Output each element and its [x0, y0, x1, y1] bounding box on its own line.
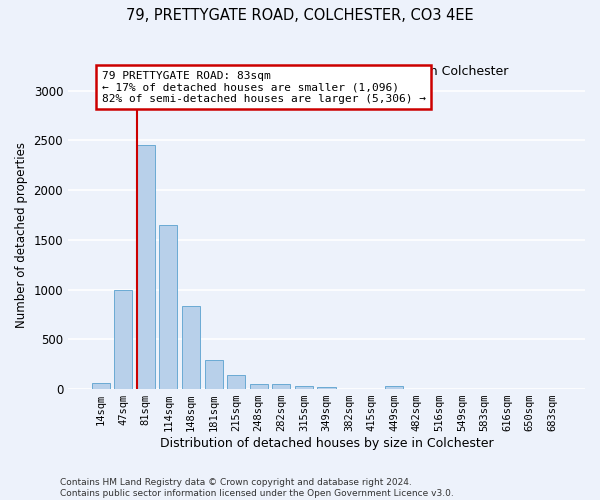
- Bar: [114, 290, 132, 389]
- Text: Contains HM Land Registry data © Crown copyright and database right 2024.
Contai: Contains HM Land Registry data © Crown c…: [60, 478, 454, 498]
- Text: 79 PRETTYGATE ROAD: 83sqm
← 17% of detached houses are smaller (1,096)
82% of se: 79 PRETTYGATE ROAD: 83sqm ← 17% of detac…: [102, 70, 426, 104]
- Title: Size of property relative to detached houses in Colchester: Size of property relative to detached ho…: [145, 65, 509, 78]
- Bar: [160, 225, 178, 389]
- Text: 79, PRETTYGATE ROAD, COLCHESTER, CO3 4EE: 79, PRETTYGATE ROAD, COLCHESTER, CO3 4EE: [126, 8, 474, 22]
- Bar: [295, 386, 313, 389]
- X-axis label: Distribution of detached houses by size in Colchester: Distribution of detached houses by size …: [160, 437, 493, 450]
- Bar: [92, 383, 110, 389]
- Bar: [182, 306, 200, 389]
- Bar: [317, 387, 335, 389]
- Bar: [137, 145, 155, 389]
- Bar: [272, 384, 290, 389]
- Bar: [227, 375, 245, 389]
- Y-axis label: Number of detached properties: Number of detached properties: [15, 142, 28, 328]
- Bar: [250, 384, 268, 389]
- Bar: [205, 360, 223, 389]
- Bar: [385, 386, 403, 389]
